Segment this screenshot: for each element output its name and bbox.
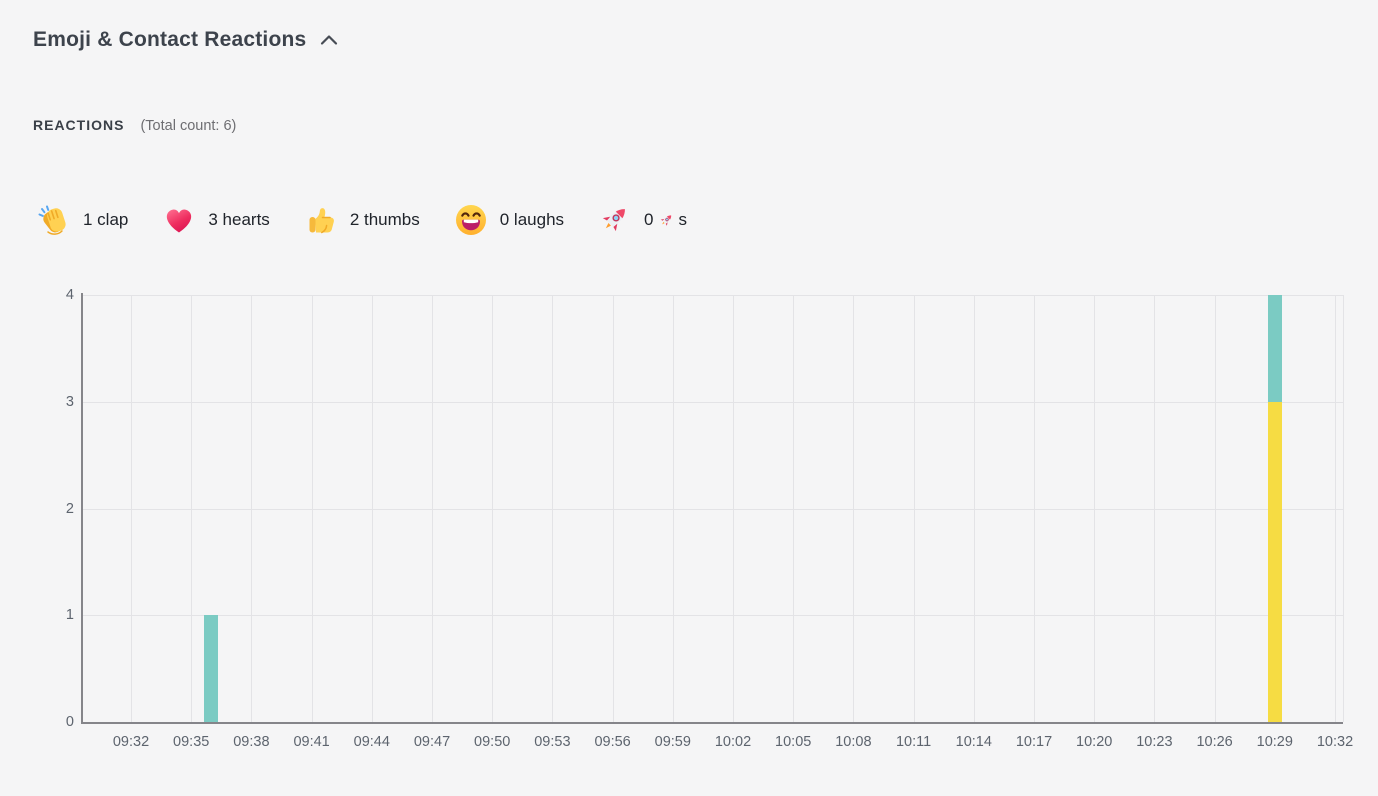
collapse-section-button[interactable]: [318, 32, 340, 48]
x-axis-tick-label: 10:29: [1256, 734, 1293, 750]
x-axis-tick-label: 09:50: [474, 734, 511, 750]
bar-segment-yellow: [1267, 401, 1282, 722]
reaction-stat-text: 1 clap: [83, 210, 129, 229]
reaction-stat-item: 3 hearts: [161, 202, 270, 238]
reaction-stat-item: 0 s: [597, 202, 687, 238]
y-axis-tick-label: 2: [65, 500, 74, 517]
reaction-stat-label: 2 thumbs: [350, 210, 420, 230]
x-axis-line: [81, 722, 1343, 724]
x-axis-tick-label: 10:26: [1196, 734, 1233, 750]
reaction-stat-label: 0 s: [644, 210, 687, 230]
bar-segment-teal: [204, 615, 219, 722]
x-axis-tick-label: 09:38: [233, 734, 270, 750]
x-axis-tick-label: 09:44: [353, 734, 390, 750]
x-axis-tick-label: 10:20: [1076, 734, 1113, 750]
reaction-stat-label: 0 laughs: [500, 210, 564, 230]
x-axis-tick-label: 09:32: [112, 734, 150, 750]
reaction-stat-item: 0 laughs: [453, 202, 564, 238]
clap-emoji: [36, 202, 72, 238]
x-axis-tick-label: 09:53: [534, 734, 571, 750]
reaction-stat-item: 2 thumbs: [303, 202, 420, 238]
x-axis-tick-label: 10:32: [1316, 734, 1354, 750]
x-axis-tick-label: 10:23: [1136, 734, 1173, 750]
chevron-up-icon: [320, 34, 338, 46]
x-axis-tick-label: 10:08: [835, 734, 872, 750]
x-axis-tick-label: 09:41: [293, 734, 330, 750]
x-axis-tick-label: 10:14: [955, 734, 992, 750]
horizontal-gridline: [83, 615, 1343, 617]
section-header: Emoji & Contact Reactions: [33, 28, 340, 52]
bar-segment-teal: [1267, 295, 1282, 402]
reactions-section-label: REACTIONS: [33, 117, 125, 133]
reaction-stat-text: s: [678, 210, 688, 229]
x-axis-tick-label: 10:17: [1015, 734, 1053, 750]
y-axis-tick-label: 1: [65, 607, 74, 624]
x-axis-tick-label: 10:05: [775, 734, 812, 750]
rocket-emoji: [658, 212, 675, 229]
reactions-header: REACTIONS (Total count: 6): [33, 117, 236, 134]
reaction-stats-row: 1 clap 3 hearts 2 thumbs 0 laughs: [36, 202, 687, 238]
laugh-emoji: [453, 202, 489, 238]
reaction-stat-item: 1 clap: [36, 202, 128, 238]
total-count-label: (Total count: 6): [140, 118, 237, 134]
reaction-stat-label: 3 hearts: [208, 210, 269, 230]
reaction-stat-text: 0 laughs: [499, 210, 565, 229]
reaction-stat-text: 2 thumbs: [349, 210, 420, 229]
x-axis-tick-label: 09:47: [413, 734, 451, 750]
x-axis-tick-label: 09:35: [173, 734, 210, 750]
x-axis-tick-label: 10:02: [714, 734, 752, 750]
heart-emoji: [161, 202, 197, 238]
y-axis-tick-label: 3: [65, 393, 74, 410]
x-axis-tick-label: 09:59: [654, 734, 691, 750]
horizontal-gridline: [83, 401, 1343, 403]
horizontal-gridline: [83, 508, 1343, 510]
plot-right-border: [1343, 295, 1344, 722]
page-title: Emoji & Contact Reactions: [33, 28, 307, 51]
reaction-stat-text: 3 hearts: [208, 210, 270, 229]
horizontal-gridline: [83, 295, 1343, 296]
y-axis-tick-label: 4: [65, 287, 74, 303]
reaction-stat-text: 0: [644, 210, 654, 229]
y-axis-tick-label: 0: [65, 714, 74, 730]
reaction-stat-label: 1 clap: [83, 210, 128, 230]
rocket-emoji: [597, 202, 633, 238]
x-axis-tick-label: 09:56: [594, 734, 631, 750]
x-axis-tick-label: 10:11: [895, 734, 932, 750]
thumbs-up-emoji: [303, 202, 339, 238]
y-axis-line: [81, 293, 83, 724]
